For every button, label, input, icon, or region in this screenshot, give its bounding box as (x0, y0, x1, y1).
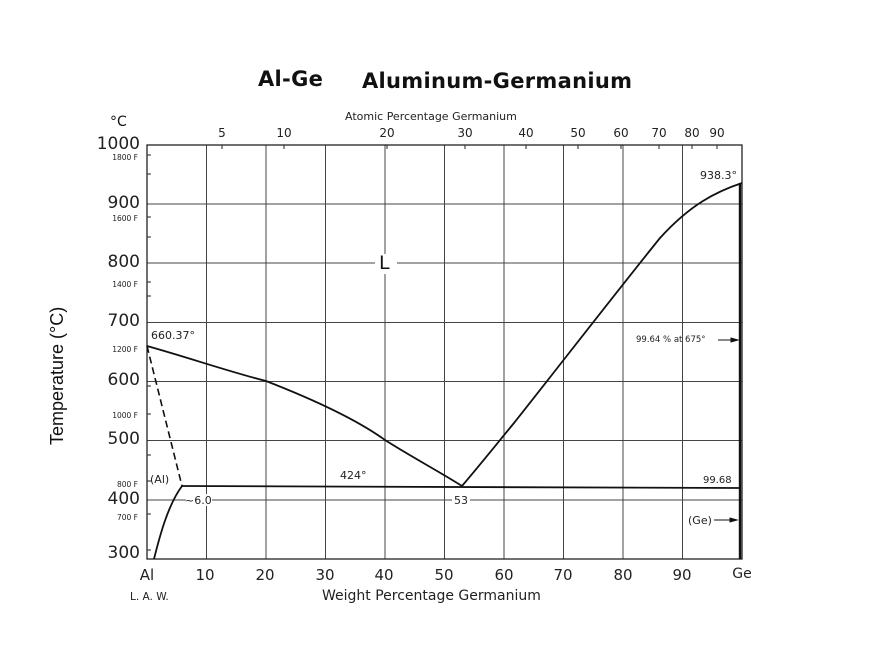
y-tick: 1000 (96, 134, 140, 154)
annotation-ge-eutectic-composition: 99.68 (703, 475, 732, 486)
liquidus-ge-side (461, 182, 743, 487)
liquidus-al-side (146, 345, 463, 487)
annotation-ge-retrograde-solubility: 99.64 % at 675° (636, 335, 706, 345)
annotation-al-phase: (Al) (150, 473, 170, 486)
y-tick: 900 (107, 193, 140, 213)
f-tick: 1200 F (112, 345, 138, 354)
top-tick: 80 (684, 126, 700, 140)
solidus-al-dashed (146, 345, 183, 487)
bottom-tick: Al (139, 566, 155, 584)
bottom-tick: 10 (195, 566, 215, 584)
chart-title-system: Al-Ge (258, 67, 324, 91)
plot-frame (146, 144, 743, 560)
annotation-ge-melting-point: 938.3° (700, 169, 737, 182)
bottom-tick: 80 (613, 566, 633, 584)
bottom-tick: 50 (434, 566, 454, 584)
chart-title-name: Aluminum-Germanium (362, 69, 633, 93)
top-tick: 70 (651, 126, 667, 140)
top-tick: 60 (613, 126, 629, 140)
solvus-al (153, 485, 183, 560)
top-tick: 50 (570, 126, 586, 140)
top-tick: 30 (457, 126, 473, 140)
y-unit-label: °C (110, 114, 127, 130)
bottom-tick: Ge (732, 566, 752, 582)
f-tick: 1800 F (112, 153, 138, 162)
annotation-eutectic-composition: 53 (454, 494, 468, 507)
bottom-axis-title: Weight Percentage Germanium (322, 588, 541, 604)
y-tick: 700 (107, 311, 140, 331)
eutectic-isotherm (181, 485, 741, 489)
y-tick: 800 (107, 252, 140, 272)
top-axis-title: Atomic Percentage Germanium (345, 110, 517, 123)
annotation-al-solubility: ~6.0 (185, 494, 212, 507)
grid (147, 145, 742, 559)
y-tick: 500 (107, 429, 140, 449)
annotation-liquid-region: L (379, 252, 390, 274)
bottom-tick: 70 (553, 566, 573, 584)
f-tick: 1400 F (112, 280, 138, 289)
bottom-tick: 30 (315, 566, 335, 584)
y-tick: 600 (107, 370, 140, 390)
bottom-tick: 90 (672, 566, 692, 584)
annotation-ge-phase: (Ge) (688, 514, 712, 527)
f-tick: 1600 F (112, 214, 138, 223)
top-tick: 90 (709, 126, 725, 140)
f-tick: 700 F (116, 513, 138, 522)
f-tick: 800 F (116, 480, 138, 489)
bottom-tick: 40 (374, 566, 394, 584)
top-tick: 10 (276, 126, 292, 140)
annotation-al-melting-point: 660.37° (151, 329, 195, 342)
credit-label: L. A. W. (130, 591, 169, 603)
y-tick: 400 (107, 489, 140, 509)
annotation-eutectic-temperature: 424° (340, 469, 367, 482)
bottom-tick: 60 (494, 566, 514, 584)
top-tick: 20 (379, 126, 395, 140)
y-tick: 300 (107, 543, 140, 563)
f-tick: 1000 F (112, 411, 138, 420)
top-tick: 40 (518, 126, 534, 140)
top-tick: 5 (218, 126, 226, 140)
bottom-tick: 20 (255, 566, 275, 584)
